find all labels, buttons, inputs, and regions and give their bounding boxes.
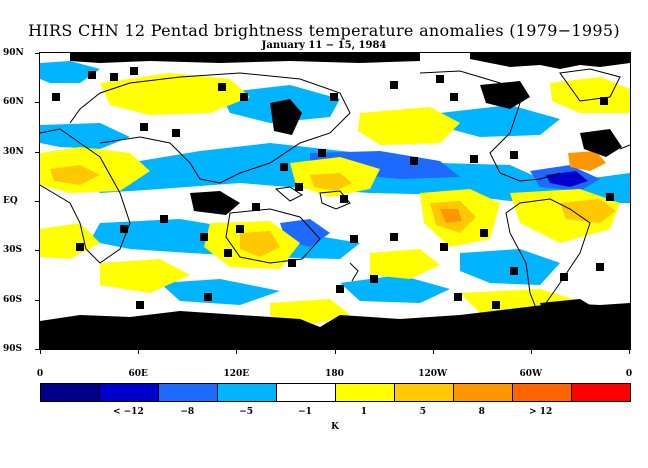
longitude-tick: [40, 349, 41, 354]
colorbar-label: −8: [180, 407, 195, 417]
negative-patch: [40, 123, 130, 149]
colorbar-segment: [513, 384, 572, 401]
positive-patch: [100, 73, 250, 115]
positive-patch: [568, 151, 606, 171]
negative-patch: [440, 105, 560, 137]
colorbar-segment: [395, 384, 454, 401]
colorbar-segment: [159, 384, 218, 401]
positive-patch: [550, 77, 630, 113]
positive-patch: [100, 259, 190, 293]
longitude-label: 180: [325, 369, 344, 379]
latitude-tick: [35, 102, 40, 104]
latitude-tick: [35, 349, 40, 350]
longitude-label: 60W: [519, 369, 543, 379]
positive-patch: [370, 249, 440, 279]
negative-patch: [40, 61, 100, 83]
colorbar-label: −1: [298, 407, 312, 417]
colorbar-label: < −12: [112, 407, 144, 417]
anomaly-field: [40, 53, 630, 349]
longitude-tick: [530, 349, 532, 354]
colorbar-label: 1: [360, 407, 368, 417]
longitude-tick: [334, 349, 336, 354]
negative-patch: [340, 275, 450, 303]
colorbar-label: −5: [239, 407, 254, 417]
no-data-pixels: [52, 67, 614, 309]
colorbar: [40, 383, 631, 402]
latitude-label: 60S: [3, 294, 23, 305]
latitude-tick: [35, 151, 40, 153]
latitude-tick: [35, 250, 40, 252]
latitude-tick: [35, 201, 40, 202]
positive-patch: [358, 107, 460, 145]
latitude-label: EQ: [3, 196, 18, 206]
negative-patch: [160, 279, 280, 305]
latitude-tick: [35, 53, 40, 54]
positive-patch: [50, 165, 100, 185]
colorbar-unit: K: [331, 422, 339, 432]
latitude-label: 90S: [3, 344, 23, 354]
anomaly-patches: [40, 61, 630, 325]
anomaly-map: [40, 53, 630, 349]
longitude-label: 120W: [418, 369, 448, 379]
positive-patch: [40, 223, 100, 259]
latitude-label: 90N: [3, 48, 24, 58]
longitude-tick: [432, 349, 434, 354]
map-title: HIRS CHN 12 Pentad brightness temperatur…: [28, 21, 620, 40]
colorbar-segment: [100, 384, 159, 401]
colorbar-segment: [336, 384, 395, 401]
latitude-label: 30N: [3, 146, 24, 157]
latitude-label: 60N: [3, 97, 24, 108]
positive-patch: [560, 199, 616, 223]
latitude-tick: [35, 299, 40, 301]
colorbar-label: > 12: [529, 407, 553, 417]
colorbar-label: 5: [419, 407, 426, 417]
positive-patch: [310, 173, 352, 191]
longitude-label: 0: [36, 369, 44, 379]
negative-patch: [546, 171, 588, 187]
colorbar-segment: [454, 384, 513, 401]
colorbar-segment: [41, 384, 100, 401]
latitude-label: 30S: [3, 245, 23, 256]
map-subtitle: January 11 − 15, 1984: [261, 40, 387, 51]
coastlines: [40, 68, 630, 314]
colorbar-segment: [572, 384, 630, 401]
colorbar-segment: [218, 384, 277, 401]
longitude-label: 120E: [223, 369, 250, 379]
positive-patch: [440, 209, 462, 223]
longitude-tick: [629, 349, 630, 354]
colorbar-label: 8: [478, 407, 485, 417]
longitude-label: 60E: [128, 369, 148, 379]
longitude-label: 0: [625, 369, 633, 379]
positive-patch: [240, 231, 280, 257]
colorbar-segment: [277, 384, 336, 401]
longitude-tick: [236, 349, 238, 354]
no-data-regions: [40, 53, 630, 349]
longitude-tick: [138, 349, 140, 354]
